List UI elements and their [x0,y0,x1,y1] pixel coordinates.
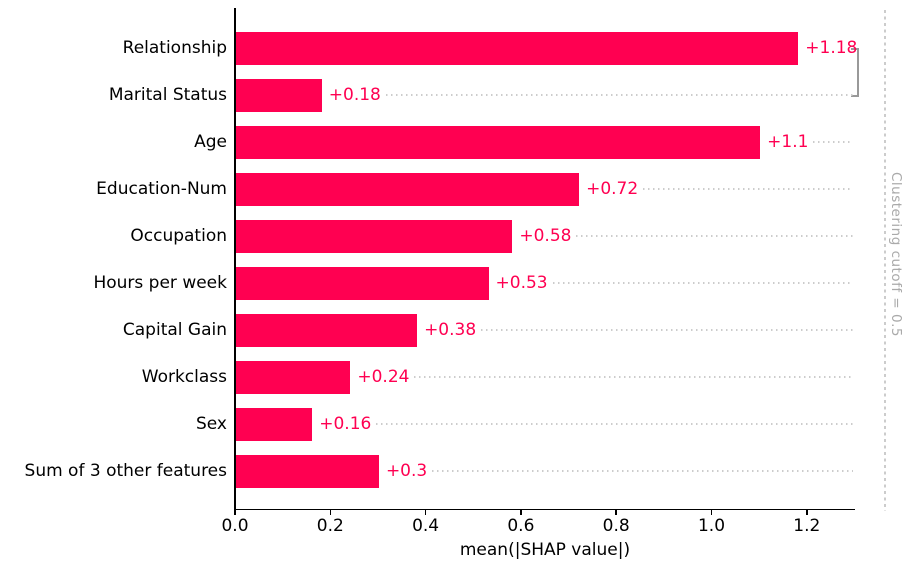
bar [236,125,761,159]
x-tick-label: 0.0 [221,516,249,536]
leader-line [813,141,853,143]
x-tick-mark [710,510,713,515]
bar [236,360,351,394]
x-tick-mark [424,510,427,515]
category-label: Sum of 3 other features [24,461,227,481]
bar [236,172,580,206]
category-label: Age [194,132,227,152]
value-label: +0.18 [328,85,381,105]
x-tick-mark [615,510,617,515]
value-label: +0.24 [357,367,410,387]
x-axis-label: mean(|SHAP value|) [459,540,631,560]
bar [236,219,513,253]
value-label: +0.58 [519,226,572,246]
leader-line [576,235,853,237]
value-label: +0.72 [586,179,639,199]
bar [236,31,799,65]
dendrogram-bracket [851,48,859,97]
category-label: Occupation [130,226,227,246]
leader-line [376,423,853,425]
category-label: Capital Gain [122,320,227,340]
category-label: Relationship [122,38,227,58]
x-axis-spine [234,508,855,511]
x-tick-mark [520,510,522,515]
category-label: Education-Num [96,179,227,199]
clustering-cutoff-line [884,10,886,511]
leader-line [431,470,853,472]
leader-line [385,94,853,96]
clustering-cutoff-label: Clustering cutoff = 0.5 [888,172,904,337]
value-label: +0.16 [319,414,372,434]
leader-line [481,329,853,331]
x-tick-mark [329,510,332,515]
category-label: Sex [195,414,227,434]
x-tick-label: 0.8 [602,516,630,536]
bar [236,313,418,347]
category-label: Hours per week [93,273,227,293]
leader-line [414,376,853,378]
category-label: Marital Status [108,85,227,105]
category-label: Workclass [141,367,227,387]
y-axis-spine [234,8,236,510]
x-tick-label: 0.2 [316,516,344,536]
value-label: +1.18 [805,38,858,58]
x-tick-mark [234,510,236,515]
value-label: +0.53 [495,273,548,293]
value-label: +1.1 [767,132,809,152]
x-tick-label: 0.6 [507,516,535,536]
x-tick-label: 1.0 [697,516,726,536]
bar [236,407,313,441]
leader-line [552,282,853,284]
bar [236,266,489,300]
bar [236,454,379,488]
value-label: +0.38 [424,320,477,340]
value-label: +0.3 [385,461,428,481]
x-tick-label: 1.2 [793,516,821,536]
leader-line [643,188,853,190]
bar [236,78,322,112]
x-tick-mark [806,510,808,515]
x-tick-label: 0.4 [412,516,440,536]
